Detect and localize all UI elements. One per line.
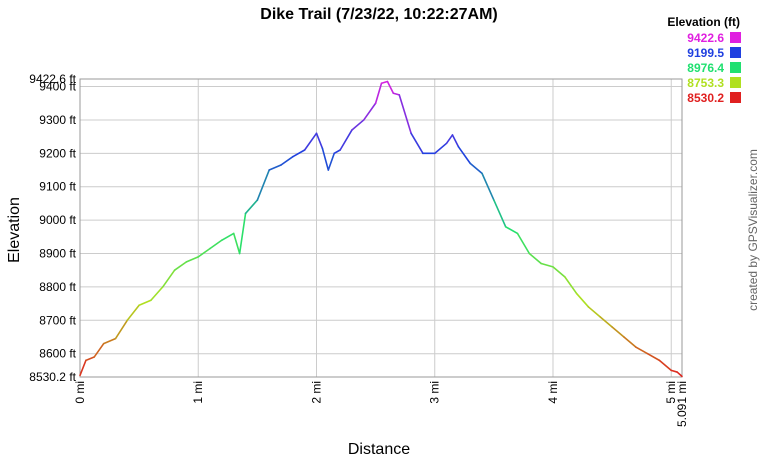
- profile-segment: [79, 359, 87, 377]
- y-tick-label: 9000 ft: [39, 213, 76, 227]
- profile-segment: [564, 276, 578, 295]
- legend-label: 9422.6: [687, 31, 724, 45]
- profile-segment: [374, 82, 383, 105]
- profile-segment: [380, 80, 389, 85]
- y-tick-label: 9200 ft: [39, 146, 76, 160]
- legend-label: 8753.3: [687, 76, 724, 90]
- profile-segment: [85, 356, 95, 362]
- profile-segment: [315, 132, 324, 150]
- profile-segment: [292, 149, 306, 158]
- x-tick-label: 1 mi: [191, 381, 205, 404]
- x-axis-label: Distance: [348, 441, 410, 458]
- profile-segment: [433, 142, 448, 155]
- profile-segment: [552, 266, 566, 278]
- x-tick-label: 0 mi: [73, 381, 87, 404]
- legend-swatch: [730, 47, 741, 58]
- y-axis-label: Elevation: [6, 197, 23, 263]
- profile-segment: [303, 132, 318, 151]
- profile-segment: [445, 134, 454, 145]
- y-tick-label: 9422.6 ft: [29, 72, 76, 86]
- y-tick-label: 8530.2 ft: [29, 370, 76, 384]
- profile-segment: [623, 336, 637, 348]
- profile-segment: [268, 164, 282, 171]
- profile-segment: [197, 247, 211, 258]
- profile-segment: [599, 316, 613, 328]
- profile-segment: [93, 342, 105, 358]
- profile-segment: [646, 352, 661, 362]
- profile-segment: [232, 232, 241, 255]
- legend-label: 9199.5: [687, 46, 724, 60]
- profile-segment: [516, 232, 531, 255]
- x-tick-label: 5.091 mi: [675, 381, 689, 427]
- profile-segment: [398, 94, 412, 135]
- elevation-profile-line: [79, 80, 683, 378]
- profile-segment: [451, 134, 460, 148]
- profile-segment: [221, 232, 235, 241]
- profile-segment: [670, 369, 678, 373]
- profile-segment: [114, 319, 129, 340]
- y-tick-label: 8800 ft: [39, 280, 76, 294]
- x-tick-label: 5 mi: [664, 381, 678, 404]
- profile-segment: [209, 239, 223, 250]
- legend-swatch: [730, 92, 741, 103]
- profile-segment: [587, 306, 602, 318]
- legend-swatch: [730, 77, 741, 88]
- profile-segment: [481, 172, 495, 201]
- profile-segment: [339, 129, 353, 151]
- profile-segment: [575, 292, 590, 308]
- profile-segment: [150, 286, 164, 302]
- profile-segment: [256, 169, 270, 201]
- profile-segment: [333, 149, 341, 155]
- x-axis-tick-labels: 0 mi 1 mi 2 mi 3 mi 4 mi 5 mi5.091 mi: [73, 381, 689, 427]
- profile-segment: [161, 269, 176, 288]
- profile-segment: [504, 225, 519, 235]
- x-tick-label: 4 mi: [546, 381, 560, 404]
- legend-label: 8530.2: [687, 91, 724, 105]
- legend-label: 8976.4: [687, 61, 724, 75]
- y-tick-label: 9100 ft: [39, 180, 76, 194]
- x-tick-label: 2 mi: [309, 381, 323, 404]
- profile-segment: [362, 102, 377, 121]
- y-tick-label: 9400 ft: [39, 80, 76, 94]
- y-axis-tick-labels: 8530.2 ft 8600 ft 8700 ft 8800 ft 8900 ft 900…: [29, 72, 76, 384]
- chart-title: Dike Trail (7/23/22, 10:22:27AM): [260, 6, 497, 23]
- y-tick-label: 9300 ft: [39, 113, 76, 127]
- profile-segment: [173, 261, 188, 272]
- profile-segment: [244, 199, 259, 215]
- y-tick-label: 8700 ft: [39, 313, 76, 327]
- profile-segment: [185, 256, 200, 263]
- profile-segment: [392, 92, 401, 96]
- profile-segment: [634, 346, 649, 355]
- profile-segment: [321, 147, 330, 171]
- profile-segment: [540, 262, 554, 268]
- profile-segment: [138, 299, 152, 307]
- profile-segment: [528, 252, 542, 265]
- profile-segment: [658, 359, 673, 372]
- profile-segment: [611, 326, 625, 338]
- profile-segment: [351, 119, 365, 131]
- legend-swatch: [730, 62, 741, 73]
- profile-segment: [676, 371, 683, 378]
- y-tick-label: 8600 ft: [39, 347, 76, 361]
- legend-title: Elevation (ft): [667, 15, 740, 29]
- profile-segment: [327, 152, 336, 171]
- profile-segment: [410, 132, 424, 155]
- profile-segment: [280, 155, 294, 166]
- profile-segment: [469, 162, 483, 175]
- profile-segment: [238, 212, 247, 255]
- plot-area-border: [79, 78, 683, 378]
- profile-segment: [493, 199, 507, 228]
- x-tick-label: 3 mi: [428, 381, 442, 404]
- profile-segment: [102, 337, 117, 345]
- profile-segment: [126, 304, 140, 322]
- legend-swatch: [730, 32, 741, 43]
- profile-segment: [386, 80, 395, 95]
- y-tick-label: 8900 ft: [39, 247, 76, 261]
- credit-text: created by GPSVisualizer.com: [746, 149, 760, 311]
- profile-segment: [457, 145, 472, 165]
